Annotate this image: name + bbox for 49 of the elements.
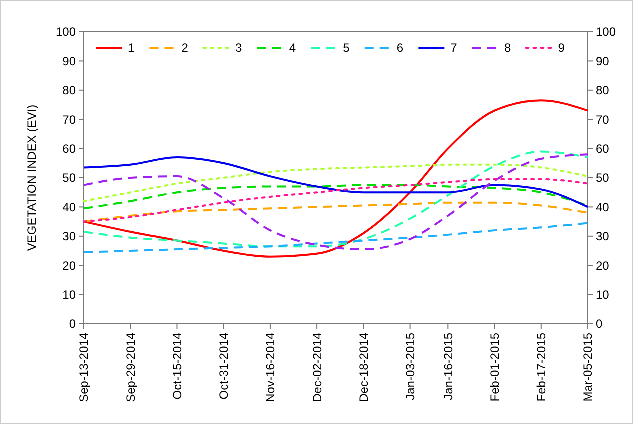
y-tick-label: 50 [62, 171, 76, 186]
y-tick-label: 10 [62, 288, 76, 302]
y-tick-label: 70 [62, 112, 76, 127]
x-tick-label: Feb-01-2015 [488, 332, 502, 402]
y2-tick-label: 10 [596, 288, 610, 302]
x-tick-label: Sep-29-2014 [124, 332, 138, 402]
x-tick-label: Jan-03-2015 [403, 332, 418, 400]
y-tick-label: 40 [62, 200, 76, 214]
legend-label: 9 [558, 41, 566, 56]
y2-tick-label: 0 [596, 317, 603, 332]
y-tick-label: 90 [62, 54, 76, 68]
x-tick-label: Mar-05-2015 [581, 332, 596, 402]
y2-tick-label: 40 [596, 200, 610, 214]
y2-tick-label: 60 [596, 142, 610, 156]
legend-label: 3 [236, 41, 243, 56]
x-tick-label: Nov-16-2014 [264, 332, 278, 402]
y-axis-title: VEGETATION INDEX (EVI) [25, 104, 39, 252]
y2-tick-label: 50 [596, 171, 610, 186]
x-tick-label: Oct-15-2014 [170, 332, 184, 400]
legend-label: 6 [396, 41, 404, 56]
legend-label: 1 [128, 41, 135, 56]
y2-tick-label: 70 [596, 112, 610, 127]
y-tick-label: 80 [62, 84, 76, 98]
x-tick-label: Oct-31-2014 [217, 332, 232, 400]
y2-tick-label: 90 [596, 54, 610, 68]
line-series [83, 156, 589, 208]
y-tick-label: 30 [62, 230, 76, 244]
y-tick-label: 100 [56, 25, 76, 40]
x-tick-label: Dec-18-2014 [356, 332, 371, 402]
line-series [83, 178, 589, 223]
x-tick-label: Dec-02-2014 [310, 332, 324, 402]
legend-label: 5 [343, 41, 350, 56]
y-tick-label: 0 [69, 317, 76, 332]
x-tick-label: Jan-16-2015 [441, 332, 456, 400]
y2-tick-label: 100 [596, 25, 616, 40]
legend-label: 8 [504, 41, 512, 56]
y-tick-label: 60 [62, 142, 76, 156]
line-series [83, 164, 589, 202]
x-tick-label: Feb-17-2015 [534, 332, 549, 402]
legend-label: 2 [182, 41, 189, 56]
y2-tick-label: 20 [596, 258, 610, 273]
y2-tick-label: 30 [596, 230, 610, 244]
line-series [83, 100, 589, 258]
y-tick-label: 20 [62, 258, 76, 273]
legend-label: 7 [450, 41, 458, 56]
x-tick-label: Sep-13-2014 [77, 332, 92, 402]
legend-label: 4 [289, 41, 296, 56]
y2-tick-label: 80 [596, 84, 610, 98]
line-series [83, 222, 589, 254]
